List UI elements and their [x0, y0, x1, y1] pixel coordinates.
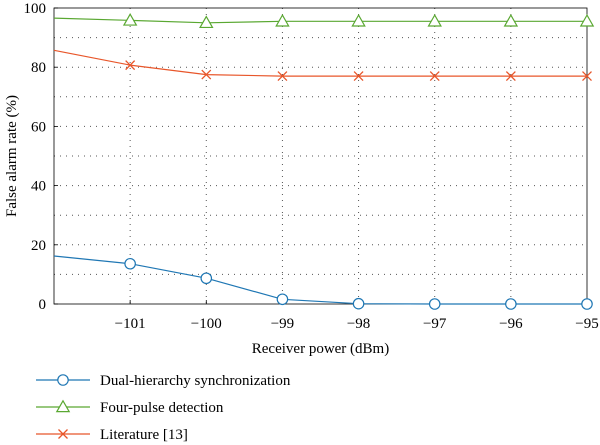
data-point	[579, 13, 595, 27]
data-point	[201, 69, 212, 80]
legend: Dual-hierarchy synchronization Four-pulse…	[36, 373, 291, 443]
data-point	[427, 13, 442, 27]
data-point	[429, 71, 440, 82]
data-point	[353, 71, 364, 82]
y-tick-label: 20	[31, 238, 46, 254]
y-tick-label: 40	[31, 179, 46, 195]
legend-label: Literature [13]	[100, 427, 188, 443]
x-tick-label: −100	[191, 316, 222, 332]
data-point	[428, 298, 441, 310]
y-axis: 0 20 40 60 80 100	[24, 1, 58, 313]
legend-label: Four-pulse detection	[100, 400, 224, 416]
x-tick-label: −98	[347, 316, 370, 332]
data-point	[200, 272, 213, 285]
series-1	[53, 255, 593, 310]
data-point	[277, 71, 288, 82]
x-tick-label: −95	[575, 316, 598, 332]
data-point	[125, 60, 136, 71]
data-point	[276, 293, 289, 306]
plot-frame	[53, 7, 588, 305]
series-2	[53, 13, 595, 29]
legend-item-1: Dual-hierarchy synchronization	[36, 373, 291, 389]
series-line	[53, 255, 587, 305]
data-point	[124, 257, 136, 270]
legend-label: Dual-hierarchy synchronization	[100, 373, 291, 389]
legend-marker	[57, 374, 69, 386]
y-tick-label: 80	[31, 60, 46, 76]
x-tick-label: −97	[423, 316, 447, 332]
data-point	[275, 13, 290, 27]
series-line	[53, 17, 587, 24]
y-tick-label: 60	[31, 119, 46, 135]
x-tick-label: −96	[499, 316, 523, 332]
legend-marker	[55, 399, 71, 413]
x-axis-label: Receiver power (dBm)	[252, 341, 389, 357]
data-point	[581, 298, 593, 310]
y-axis-label: False alarm rate (%)	[4, 95, 20, 217]
x-tick-label: −99	[271, 316, 294, 332]
data-point	[352, 297, 365, 310]
data-point	[505, 298, 517, 310]
legend-item-3: Literature [13]	[36, 427, 188, 443]
data-point	[503, 13, 519, 27]
series-group	[53, 13, 595, 310]
data-point	[582, 71, 592, 82]
series-3	[53, 49, 592, 82]
data-point	[351, 13, 366, 27]
y-tick-label: 100	[24, 1, 47, 17]
legend-item-2: Four-pulse detection	[36, 399, 224, 416]
y-tick-label: 0	[39, 297, 47, 313]
grid	[54, 8, 587, 304]
x-tick-label: −101	[115, 316, 146, 332]
legend-marker	[58, 429, 68, 439]
data-point	[505, 71, 516, 82]
data-point	[122, 13, 138, 26]
series-line	[53, 49, 587, 77]
data-point	[199, 15, 214, 29]
